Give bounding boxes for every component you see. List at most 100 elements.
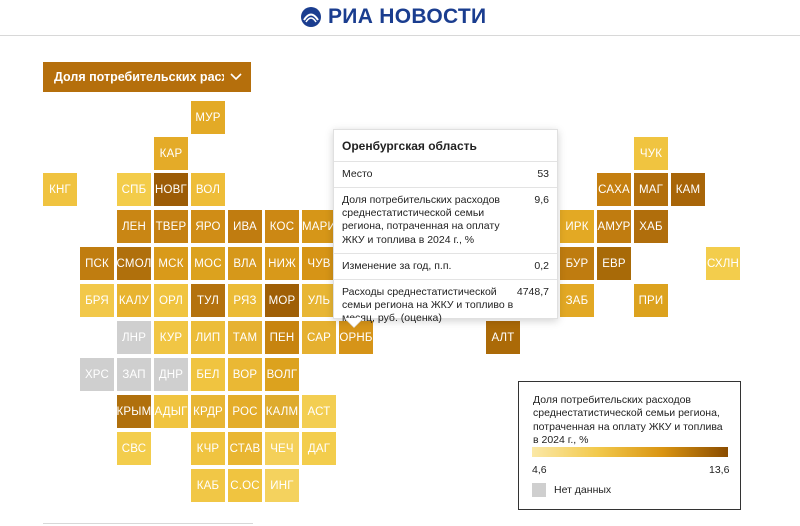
divider bbox=[43, 523, 253, 524]
region-code: КРДР bbox=[193, 405, 223, 418]
region-tile[interactable]: ВЛА bbox=[228, 247, 262, 280]
region-tile[interactable]: КАМ bbox=[671, 173, 705, 206]
region-tile[interactable]: ХРС bbox=[80, 358, 114, 391]
region-tile[interactable]: САХА bbox=[597, 173, 631, 206]
region-tile[interactable]: ЯРО bbox=[191, 210, 225, 243]
region-code: ПСК bbox=[85, 257, 109, 270]
region-code: БУР bbox=[565, 257, 589, 270]
region-code: КАЛМ bbox=[265, 405, 299, 418]
region-tile[interactable]: МУР bbox=[191, 101, 225, 134]
region-tile[interactable]: БРЯ bbox=[80, 284, 114, 317]
region-tile[interactable]: КАР bbox=[154, 137, 188, 170]
region-code: РЯЗ bbox=[233, 294, 257, 307]
region-tile[interactable]: КУР bbox=[154, 321, 188, 354]
tooltip-label: Изменение за год, п.п. bbox=[342, 259, 452, 272]
region-tile[interactable]: МОР bbox=[265, 284, 299, 317]
region-tile[interactable]: ДНР bbox=[154, 358, 188, 391]
region-tile[interactable]: СМОЛ bbox=[117, 247, 151, 280]
no-data-label: Нет данных bbox=[554, 484, 612, 496]
region-tile[interactable]: ВОР bbox=[228, 358, 262, 391]
chevron-down-icon bbox=[230, 73, 242, 81]
region-tile[interactable]: АЛТ bbox=[486, 321, 520, 354]
region-tile[interactable]: МСК bbox=[154, 247, 188, 280]
region-code: АДЫГ bbox=[154, 405, 188, 418]
region-tile[interactable]: МАГ bbox=[634, 173, 668, 206]
region-tile[interactable]: РОС bbox=[228, 395, 262, 428]
region-tile[interactable]: ТВЕР bbox=[154, 210, 188, 243]
region-tile[interactable]: СВС bbox=[117, 432, 151, 465]
region-code: ЧЕЧ bbox=[270, 442, 294, 455]
region-tile[interactable]: ЗАБ bbox=[560, 284, 594, 317]
region-tile[interactable]: АДЫГ bbox=[154, 395, 188, 428]
region-tile[interactable]: ОРЛ bbox=[154, 284, 188, 317]
region-tile[interactable]: ПСК bbox=[80, 247, 114, 280]
tooltip-row: Доля потребительских расходов среднестат… bbox=[334, 188, 557, 254]
region-tile[interactable]: СТАВ bbox=[228, 432, 262, 465]
region-tile[interactable]: КРДР bbox=[191, 395, 225, 428]
region-tile[interactable]: КОС bbox=[265, 210, 299, 243]
region-tile[interactable]: ВОЛГ bbox=[265, 358, 299, 391]
region-code: БЕЛ bbox=[196, 368, 220, 381]
ria-logo[interactable]: РИА НОВОСТИ bbox=[300, 4, 486, 30]
region-tile[interactable]: ХАБ bbox=[634, 210, 668, 243]
region-tile[interactable]: ТУЛ bbox=[191, 284, 225, 317]
region-tile[interactable]: АСТ bbox=[302, 395, 336, 428]
region-code: НОВГ bbox=[155, 183, 187, 196]
region-code: МСК bbox=[158, 257, 184, 270]
region-tile[interactable]: ПРИ bbox=[634, 284, 668, 317]
region-tile[interactable]: НОВГ bbox=[154, 173, 188, 206]
region-tile[interactable]: ПЕН bbox=[265, 321, 299, 354]
region-code: САР bbox=[307, 331, 331, 344]
region-tile[interactable]: СХЛН bbox=[706, 247, 740, 280]
region-tile[interactable]: КЧР bbox=[191, 432, 225, 465]
region-tile[interactable]: ЕВР bbox=[597, 247, 631, 280]
region-tile[interactable]: БУР bbox=[560, 247, 594, 280]
legend-min-label: 4,6 bbox=[532, 464, 547, 476]
region-tile[interactable]: НИЖ bbox=[265, 247, 299, 280]
region-tile[interactable]: ИВА bbox=[228, 210, 262, 243]
region-tile[interactable]: ИНГ bbox=[265, 469, 299, 502]
region-tile[interactable]: ЧУВ bbox=[302, 247, 336, 280]
region-tile[interactable]: ЧУК bbox=[634, 137, 668, 170]
tooltip-title: Оренбургская область bbox=[334, 130, 557, 162]
region-tile[interactable]: С.ОС bbox=[228, 469, 262, 502]
region-code: МОР bbox=[268, 294, 296, 307]
region-tile[interactable]: КАБ bbox=[191, 469, 225, 502]
region-tile[interactable]: ЧЕЧ bbox=[265, 432, 299, 465]
region-code: СТАВ bbox=[229, 442, 261, 455]
region-code: ХАБ bbox=[639, 220, 663, 233]
region-tile[interactable]: САР bbox=[302, 321, 336, 354]
region-code: ХРС bbox=[84, 368, 110, 381]
region-tile[interactable]: РЯЗ bbox=[228, 284, 262, 317]
region-code: КАР bbox=[159, 147, 183, 160]
no-data-swatch bbox=[532, 483, 546, 497]
region-code: ТАМ bbox=[232, 331, 258, 344]
region-tile[interactable]: КАЛМ bbox=[265, 395, 299, 428]
region-tile[interactable]: ДАГ bbox=[302, 432, 336, 465]
region-tile[interactable]: СПБ bbox=[117, 173, 151, 206]
region-tile[interactable]: МАРИ bbox=[302, 210, 336, 243]
region-tile[interactable]: КНГ bbox=[43, 173, 77, 206]
region-tile[interactable]: ЗАП bbox=[117, 358, 151, 391]
region-code: ДНР bbox=[158, 368, 184, 381]
region-code: КАМ bbox=[675, 183, 701, 196]
region-tile[interactable]: МОС bbox=[191, 247, 225, 280]
region-code: САХА bbox=[598, 183, 630, 196]
region-code: КУР bbox=[159, 331, 183, 344]
region-tile[interactable]: УЛЬ bbox=[302, 284, 336, 317]
region-tile[interactable]: КРЫМ bbox=[117, 395, 151, 428]
region-tile[interactable]: ИРК bbox=[560, 210, 594, 243]
region-tile[interactable]: ЛНР bbox=[117, 321, 151, 354]
region-tile[interactable]: ВОЛ bbox=[191, 173, 225, 206]
region-tile[interactable]: КАЛУ bbox=[117, 284, 151, 317]
region-code: ПЕН bbox=[269, 331, 295, 344]
region-tooltip: Оренбургская область Место 53 Доля потре… bbox=[333, 129, 558, 324]
region-tile[interactable]: АМУР bbox=[597, 210, 631, 243]
indicator-select[interactable]: Доля потребительских расхо... bbox=[43, 62, 251, 92]
region-tile[interactable]: ЛЕН bbox=[117, 210, 151, 243]
region-tile[interactable]: БЕЛ bbox=[191, 358, 225, 391]
region-tile[interactable]: ЛИП bbox=[191, 321, 225, 354]
legend-title: Доля потребительских расходов среднестат… bbox=[533, 394, 723, 447]
region-tile[interactable]: ТАМ bbox=[228, 321, 262, 354]
tooltip-value: 0,2 bbox=[534, 259, 549, 272]
